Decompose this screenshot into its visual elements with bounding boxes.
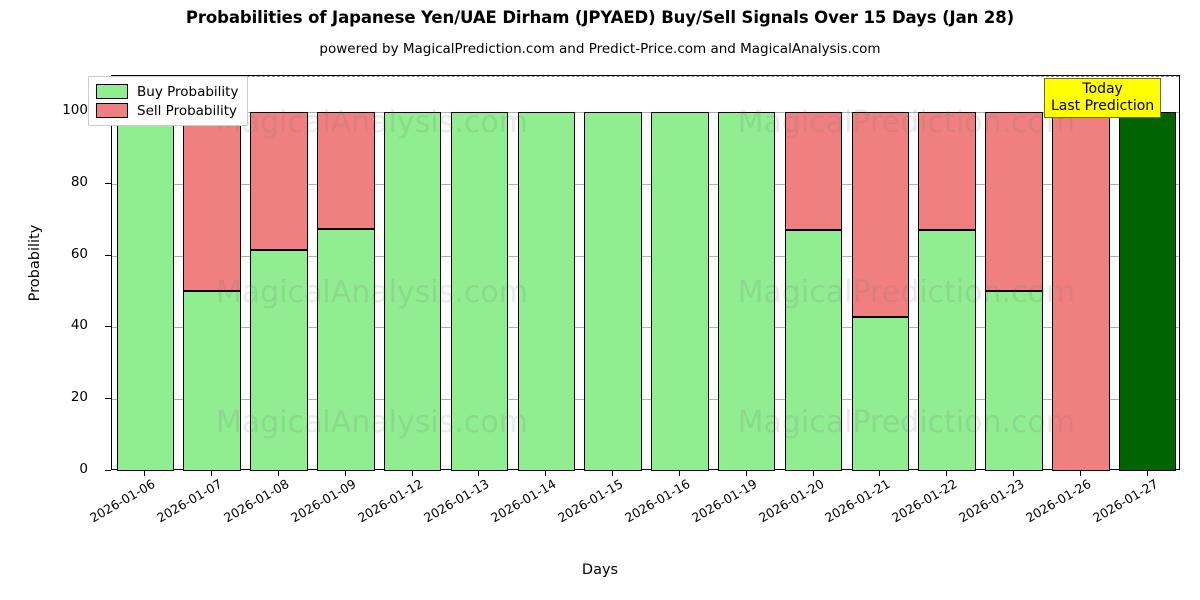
x-tick-mark-2026-01-23: [1012, 470, 1014, 476]
chart-subtitle: powered by MagicalPrediction.com and Pre…: [319, 41, 881, 57]
x-tick-mark-2026-01-12: [411, 470, 413, 476]
today-annotation-line2: Last Prediction: [1051, 97, 1155, 114]
x-tick-mark-2026-01-20: [812, 470, 814, 476]
gridline-y-60: [112, 255, 1179, 257]
bar-buy-2026-01-16: [651, 111, 709, 471]
y-tick-label-80: 80: [70, 173, 88, 190]
gridline-y-80: [112, 183, 1179, 185]
legend-item-buy: Buy Probability: [96, 82, 238, 101]
bar-buy-2026-01-07: [183, 291, 241, 471]
legend-item-sell: Sell Probability: [96, 101, 238, 120]
chart-title: Probabilities of Japanese Yen/UAE Dirham…: [185, 8, 1015, 27]
bar-sell-2026-01-08: [250, 111, 308, 251]
bar-sell-2026-01-09: [317, 111, 375, 229]
y-tick-label-100: 100: [62, 101, 88, 118]
legend-swatch-sell: [96, 103, 128, 118]
y-tick-label-0: 0: [79, 461, 88, 477]
legend-swatch-buy: [96, 84, 128, 99]
y-tick-mark-0: [105, 470, 111, 471]
gridline-y-20: [112, 399, 1179, 401]
today-annotation: Today Last Prediction: [1044, 78, 1162, 119]
x-tick-mark-2026-01-14: [545, 470, 547, 476]
x-tick-mark-2026-01-27: [1146, 470, 1148, 476]
bar-buy-2026-01-13: [450, 111, 509, 471]
bar-sell-2026-01-07: [183, 111, 241, 292]
legend-label-buy: Buy Probability: [137, 83, 239, 100]
y-tick-mark-40: [105, 326, 111, 328]
x-tick-mark-2026-01-07: [211, 470, 213, 476]
bar-sell-2026-01-20: [784, 111, 843, 231]
x-tick-mark-2026-01-15: [612, 470, 614, 476]
bar-buy-2026-01-08: [250, 250, 308, 471]
x-tick-mark-2026-01-16: [678, 470, 680, 476]
gridline-y-40: [112, 327, 1179, 329]
dashed-reference-line: [112, 76, 1179, 77]
bar-buy-2026-01-09: [317, 228, 375, 471]
y-tick-mark-60: [105, 254, 111, 256]
bar-buy-2026-01-22: [918, 230, 976, 471]
bar-sell-2026-01-23: [985, 111, 1043, 292]
y-axis-label: Probability: [27, 224, 43, 302]
x-tick-mark-2026-01-08: [278, 470, 280, 476]
bar-buy-2026-01-23: [985, 291, 1043, 471]
bar-buy-2026-01-21: [851, 316, 910, 471]
x-tick-mark-2026-01-09: [344, 470, 346, 476]
x-tick-mark-2026-01-21: [879, 470, 881, 476]
bar-buy-2026-01-06: [116, 111, 175, 471]
x-tick-mark-2026-01-13: [478, 470, 480, 476]
today-annotation-line1: Today: [1082, 81, 1123, 97]
y-tick-label-40: 40: [70, 317, 88, 334]
x-tick-mark-2026-01-26: [1079, 470, 1081, 476]
chart-legend: Buy Probability Sell Probability: [88, 76, 249, 126]
gridline-y-100: [112, 111, 1179, 113]
bar-sell-2026-01-21: [851, 111, 910, 317]
x-tick-mark-2026-01-06: [144, 470, 146, 476]
bar-sell-2026-01-26: [1052, 111, 1110, 471]
y-tick-label-20: 20: [70, 389, 88, 406]
x-tick-mark-2026-01-19: [745, 470, 747, 476]
bar-buy-2026-01-20: [784, 230, 843, 471]
x-tick-mark-2026-01-22: [946, 470, 948, 476]
x-axis-label: Days: [581, 562, 619, 578]
bar-buy-2026-01-14: [517, 111, 575, 471]
bar-buy-2026-01-19: [717, 111, 776, 471]
legend-label-sell: Sell Probability: [137, 102, 238, 119]
bar-buy-2026-01-12: [383, 111, 442, 471]
bar-buy-2026-01-15: [584, 111, 642, 471]
plot-area: [111, 75, 1180, 471]
bar-sell-2026-01-22: [918, 111, 976, 231]
y-tick-label-60: 60: [70, 245, 88, 262]
y-tick-mark-80: [105, 182, 111, 184]
bar-today-2026-01-27: [1118, 111, 1177, 471]
y-tick-mark-20: [105, 398, 111, 400]
